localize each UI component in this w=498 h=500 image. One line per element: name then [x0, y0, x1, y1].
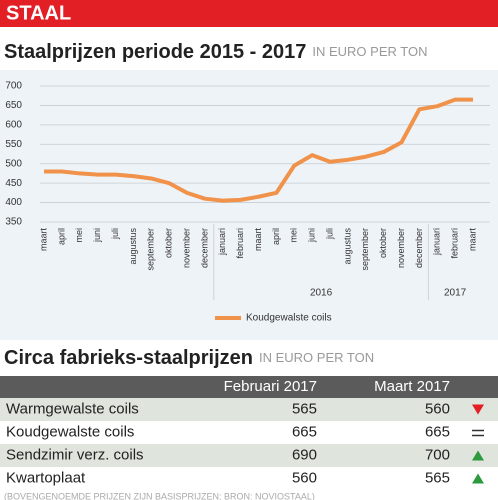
cell-value: 690	[292, 446, 317, 463]
row-label: Kwartoplaat	[6, 469, 86, 486]
x-tick-label: november	[181, 228, 191, 268]
x-tick-label: augustus	[128, 228, 138, 265]
cell-value: 665	[425, 423, 450, 440]
cell-value: 565	[425, 469, 450, 486]
y-tick-label: 500	[5, 158, 22, 169]
x-tick-label: juni	[307, 228, 317, 243]
y-tick-label: 600	[5, 119, 22, 130]
chart-subtitle: IN EURO PER TON	[312, 44, 427, 59]
trend-down	[472, 404, 484, 415]
cell-value: 665	[292, 423, 317, 440]
x-tick-label: september	[360, 228, 370, 271]
header-bar	[0, 0, 498, 27]
x-tick-label: april	[271, 228, 281, 245]
x-tick-label: juli	[110, 228, 120, 240]
x-tick-label: januari	[217, 228, 227, 256]
cell-value: 560	[425, 400, 450, 417]
table-title: Circa fabrieks-staalprijzen	[4, 347, 253, 369]
x-tick-label: januari	[432, 228, 442, 256]
x-tick-label: juli	[324, 228, 334, 240]
row-label: Sendzimir verz. coils	[6, 446, 144, 463]
cell-value: 700	[425, 446, 450, 463]
table-header	[0, 376, 498, 398]
x-group-label: 2016	[310, 288, 333, 299]
x-tick-label: maart	[38, 228, 48, 252]
x-tick-label: augustus	[342, 228, 352, 265]
x-tick-label: maart	[253, 228, 263, 252]
y-tick-label: 650	[5, 100, 22, 111]
x-tick-label: mei	[289, 228, 299, 243]
cell-value: 565	[292, 400, 317, 417]
table-subtitle: IN EURO PER TON	[259, 350, 374, 365]
x-tick-label: mei	[74, 228, 84, 243]
row-label: Koudgewalste coils	[6, 423, 134, 440]
header-title: STAAL	[6, 2, 71, 24]
y-tick-label: 700	[5, 81, 22, 92]
line-series	[44, 97, 473, 203]
cell-value: 560	[292, 469, 317, 486]
y-tick-label: 400	[5, 197, 22, 208]
x-tick-label: december	[414, 228, 424, 268]
x-tick-label: april	[56, 228, 66, 245]
trend-up	[472, 473, 484, 484]
x-tick-label: november	[396, 228, 406, 268]
x-group-label: 2017	[444, 288, 467, 299]
x-tick-label: maart	[467, 228, 477, 252]
legend-label: Koudgewalste coils	[246, 313, 332, 324]
y-tick-label: 450	[5, 178, 22, 189]
x-tick-label: oktober	[378, 228, 388, 258]
column-header: Maart 2017	[374, 378, 450, 395]
chart-heading: Staalprijzen periode 2015 - 2017 IN EURO …	[4, 41, 427, 63]
y-tick-label: 350	[5, 217, 22, 228]
table-heading: Circa fabrieks-staalprijzen IN EURO PER T…	[4, 347, 374, 369]
x-tick-label: februari	[450, 228, 460, 259]
chart-title: Staalprijzen periode 2015 - 2017	[4, 41, 306, 63]
row-band	[0, 398, 498, 421]
column-header: Februari 2017	[224, 378, 317, 395]
trend-up	[472, 450, 484, 461]
x-tick-label: februari	[235, 228, 245, 259]
x-tick-label: september	[146, 228, 156, 271]
y-tick-label: 550	[5, 139, 22, 150]
table-note: (BOVENGENOEMDE PRIJZEN ZIJN BASISPRIJZEN…	[4, 491, 315, 500]
x-tick-label: december	[199, 228, 209, 268]
row-band	[0, 444, 498, 467]
row-label: Warmgewalste coils	[6, 400, 139, 417]
x-tick-label: juni	[92, 228, 102, 243]
x-tick-label: oktober	[164, 228, 174, 258]
